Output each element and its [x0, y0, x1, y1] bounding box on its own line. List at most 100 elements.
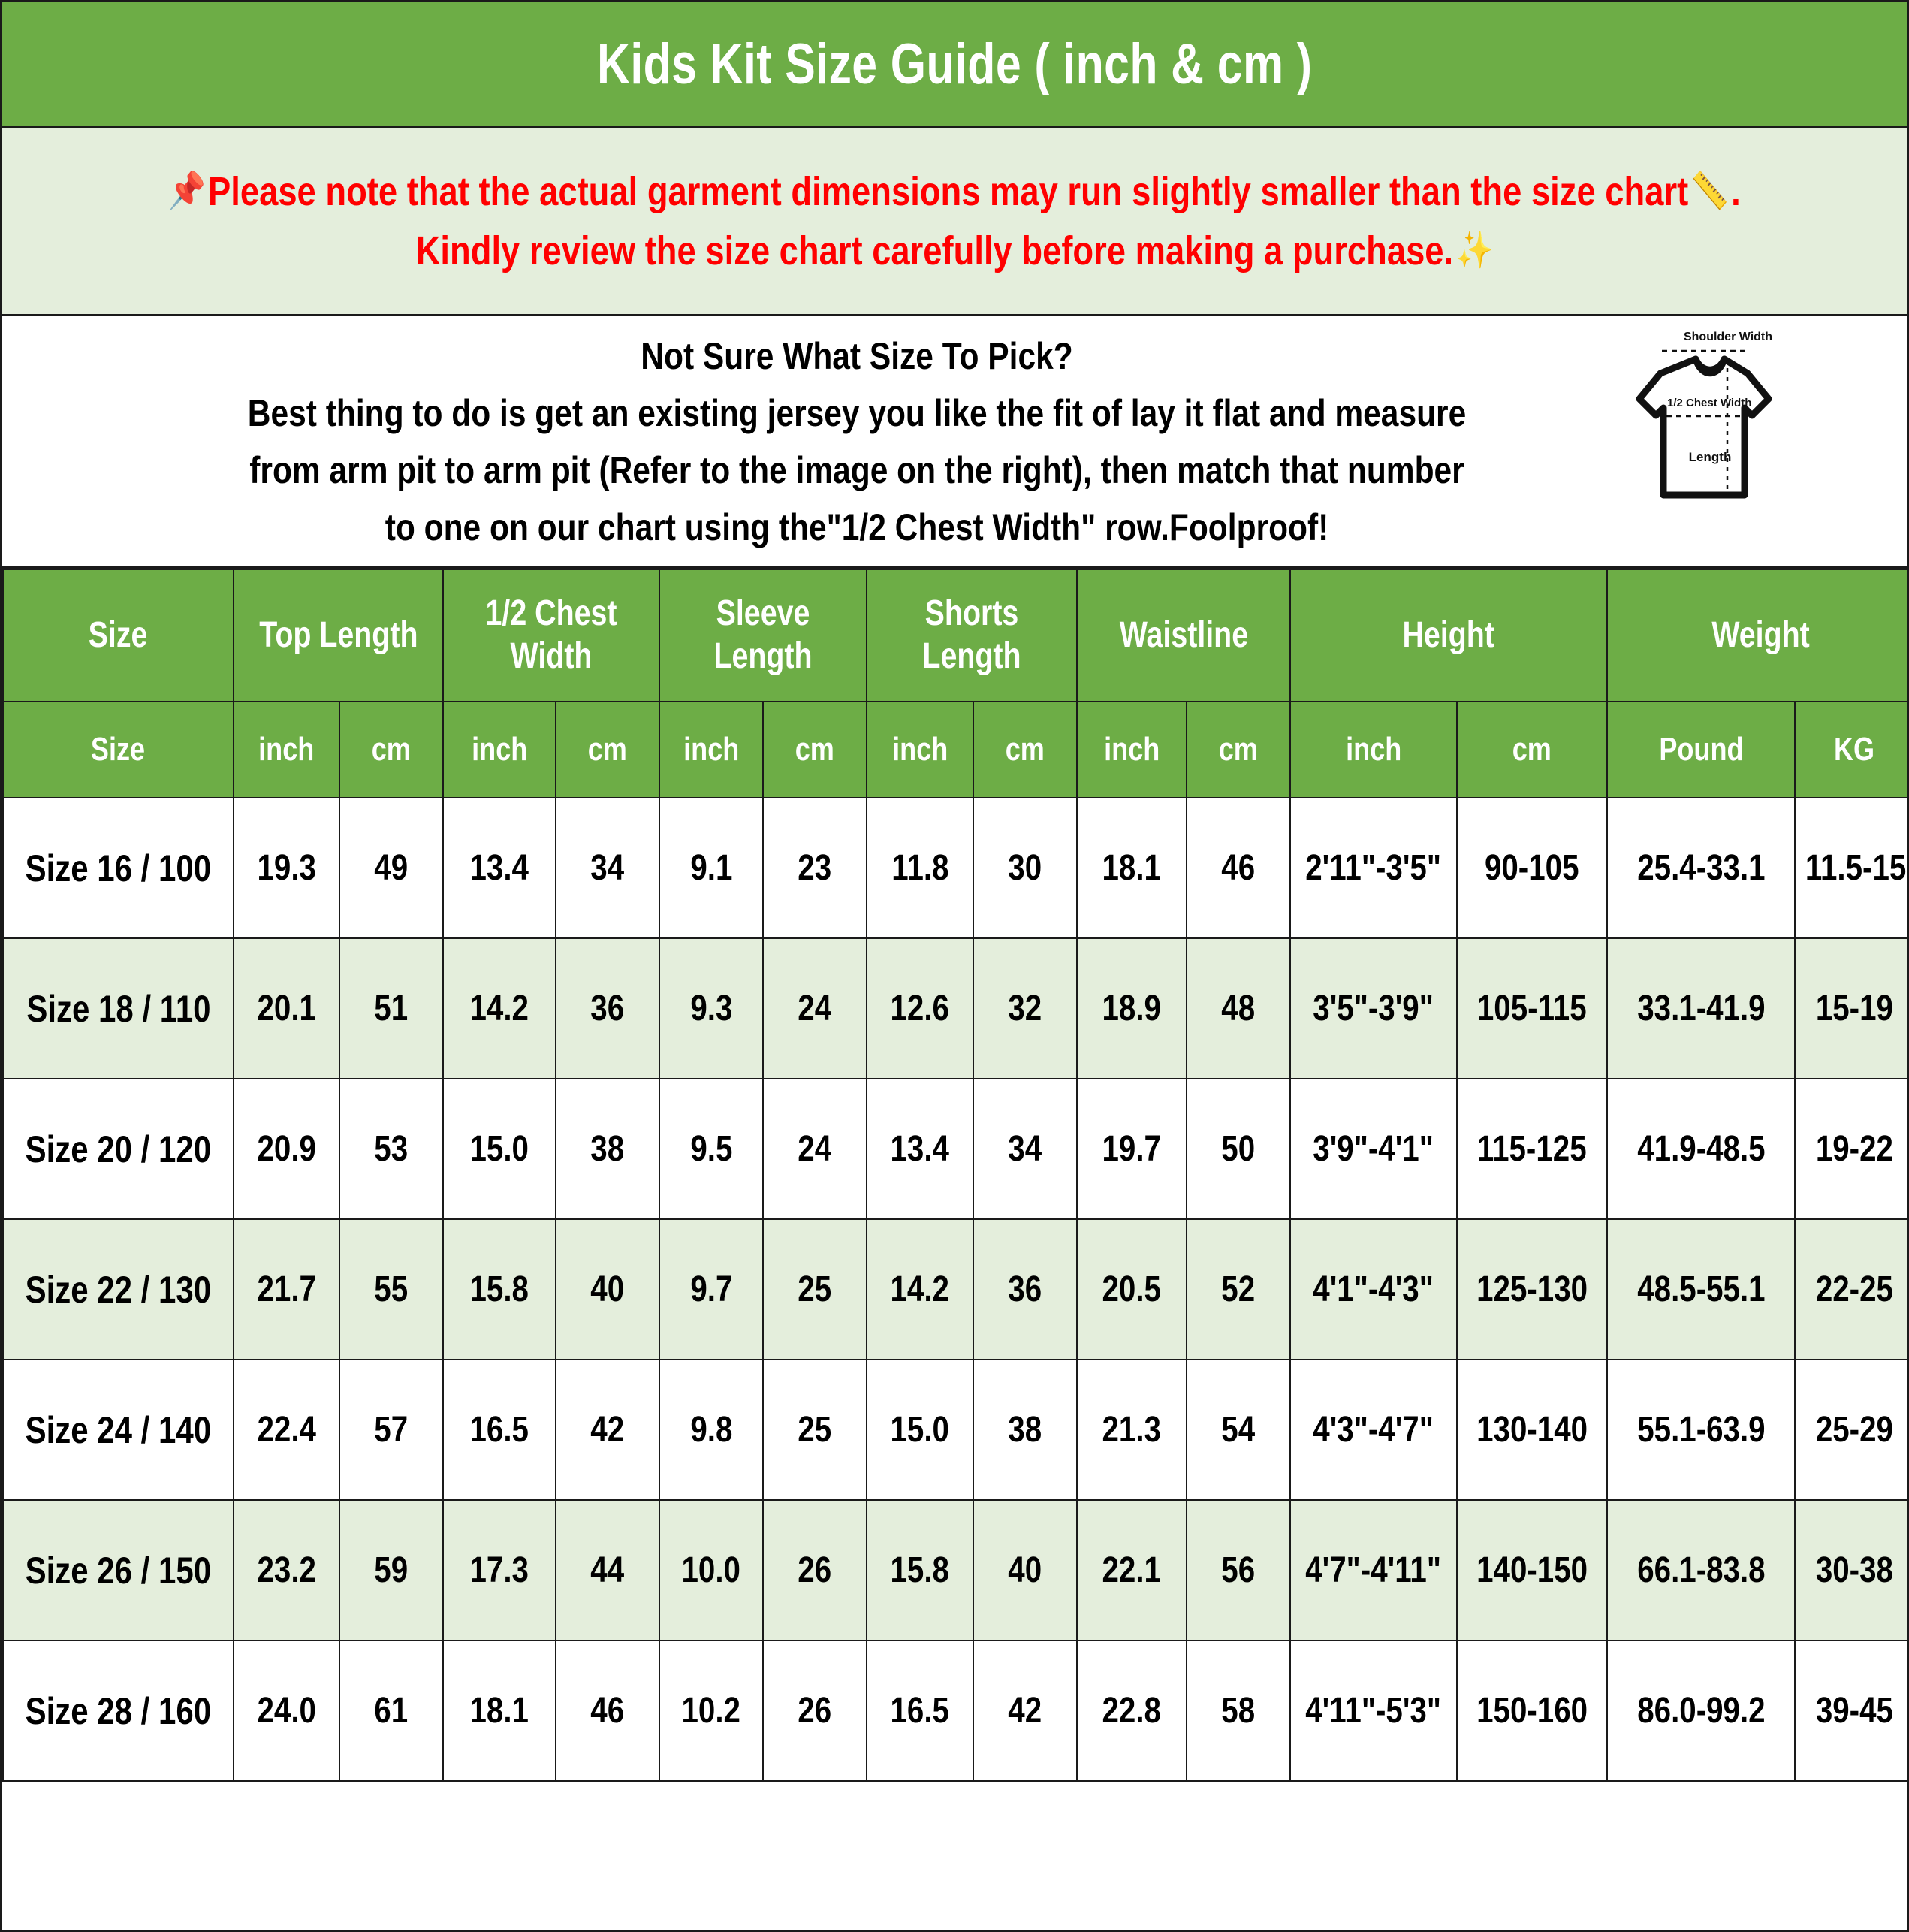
column-group-header-label: Height: [1402, 614, 1495, 655]
unit-header-label: Pound: [1658, 731, 1744, 768]
cell-value: 38: [590, 1129, 625, 1169]
cell-value: 61: [374, 1691, 409, 1731]
measurement-cell: 18.1: [1076, 797, 1188, 939]
measurement-cell: 53: [338, 1078, 445, 1220]
cell-value: 15.0: [469, 1129, 529, 1169]
cell-value: 22.4: [257, 1410, 316, 1450]
ruler-icon: 📏: [1690, 171, 1730, 212]
measurement-cell: 42: [973, 1640, 1078, 1782]
size-label-cell: Size 26 / 150: [2, 1499, 234, 1641]
cell-value: 16.5: [469, 1410, 529, 1450]
cell-value: 2'11"-3'5": [1305, 848, 1442, 888]
measurement-cell: 9.7: [659, 1218, 765, 1360]
size-label-cell: Size 22 / 130: [2, 1218, 234, 1360]
measurement-cell: 56: [1186, 1499, 1292, 1641]
cell-value: 19.3: [257, 848, 316, 888]
sparkles-icon: ✨: [1455, 230, 1494, 270]
cell-value: 25.4-33.1: [1636, 848, 1766, 888]
measurement-cell: 140-150: [1456, 1499, 1609, 1641]
measurement-cell: 36: [555, 937, 661, 1079]
cell-value: 21.7: [257, 1269, 316, 1309]
measurement-cell: 22.4: [233, 1359, 340, 1501]
cell-value: 20.9: [257, 1129, 316, 1169]
table-row: Size 16 / 100 19.3 49 13.4 34 9.1 23 11.8 30 18.1…: [2, 797, 1907, 939]
unit-header: inch: [442, 701, 557, 798]
unit-header: cm: [1186, 701, 1292, 798]
measurement-cell: 125-130: [1456, 1218, 1609, 1360]
cell-value: 46: [590, 1691, 625, 1731]
cell-value: 9.8: [689, 1410, 733, 1450]
measurement-cell: 48.5-55.1: [1606, 1218, 1796, 1360]
cell-value: 36: [590, 989, 625, 1028]
measurement-cell: 18.9: [1076, 937, 1188, 1079]
measurement-cell: 51: [338, 937, 445, 1079]
measurement-cell: 4'7"-4'11": [1289, 1499, 1458, 1641]
unit-header: cm: [338, 701, 445, 798]
measurement-cell: 32: [973, 937, 1078, 1079]
measurement-cell: 26: [762, 1499, 868, 1641]
measurement-cell: 59: [338, 1499, 445, 1641]
measurement-cell: 25: [762, 1359, 868, 1501]
measurement-cell: 61: [338, 1640, 445, 1782]
cell-value: 13.4: [890, 1129, 950, 1169]
unit-header-label: inch: [471, 731, 528, 768]
half-chest-width-label: 1/2 Chest Width: [1667, 397, 1751, 409]
measurement-cell: 4'1"-4'3": [1289, 1218, 1458, 1360]
cell-value: 90-105: [1485, 848, 1579, 888]
measurement-cell: 24: [762, 1078, 868, 1220]
cell-value: 38: [1008, 1410, 1042, 1450]
measurement-cell: 10.2: [659, 1640, 765, 1782]
column-group-header-label: Sleeve Length: [713, 593, 813, 676]
measurement-cell: 4'11"-5'3": [1289, 1640, 1458, 1782]
cell-value: 140-150: [1476, 1550, 1588, 1590]
measurement-cell: 9.1: [659, 797, 765, 939]
cell-value: 48: [1221, 989, 1256, 1028]
cell-value: 32: [1008, 989, 1042, 1028]
cell-value: 34: [590, 848, 625, 888]
measurement-cell: 66.1-83.8: [1606, 1499, 1796, 1641]
measurement-cell: 86.0-99.2: [1606, 1640, 1796, 1782]
measurement-cell: 57: [338, 1359, 445, 1501]
unit-header: cm: [1456, 701, 1609, 798]
unit-header: cm: [555, 701, 661, 798]
cell-value: 14.2: [890, 1269, 950, 1309]
measurement-cell: 20.9: [233, 1078, 340, 1220]
cell-value: 12.6: [890, 989, 950, 1028]
measurement-cell: 13.4: [442, 797, 557, 939]
measurement-cell: 55: [338, 1218, 445, 1360]
column-group-header-label: Shorts Length: [922, 593, 1021, 676]
measurement-cell: 4'3"-4'7": [1289, 1359, 1458, 1501]
column-group-header-label: Waistline: [1119, 614, 1248, 655]
cell-value: 51: [374, 989, 409, 1028]
measurement-cell: 52: [1186, 1218, 1292, 1360]
measurement-cell: 9.3: [659, 937, 765, 1079]
measurement-cell: 46: [555, 1640, 661, 1782]
measurement-cell: 39-45: [1794, 1640, 1907, 1782]
unit-header: inch: [659, 701, 765, 798]
cell-value: 23: [798, 848, 832, 888]
measurement-cell: 36: [973, 1218, 1078, 1360]
cell-value: 21.3: [1102, 1410, 1162, 1450]
cell-value: 4'1"-4'3": [1313, 1269, 1434, 1309]
cell-value: 22.1: [1102, 1550, 1162, 1590]
cell-value: 44: [590, 1550, 625, 1590]
column-group-header-label: Size: [89, 614, 148, 655]
measurement-cell: 19.3: [233, 797, 340, 939]
measurement-cell: 3'5"-3'9": [1289, 937, 1458, 1079]
cell-value: 10.0: [681, 1550, 741, 1590]
table-row: Size 24 / 140 22.4 57 16.5 42 9.8 25 15.0 38 21.3…: [2, 1359, 1907, 1501]
cell-value: 3'5"-3'9": [1313, 989, 1434, 1028]
measurement-cell: 14.2: [442, 937, 557, 1079]
cell-value: 46: [1221, 848, 1256, 888]
measurement-cell: 16.5: [442, 1359, 557, 1501]
measurement-cell: 54: [1186, 1359, 1292, 1501]
unit-header-label: inch: [683, 731, 740, 768]
unit-header: cm: [973, 701, 1078, 798]
measurement-cell: 14.2: [866, 1218, 975, 1360]
cell-value: 9.7: [689, 1269, 733, 1309]
table-row: Size 26 / 150 23.2 59 17.3 44 10.0 26 15.8 40 22.…: [2, 1499, 1907, 1641]
size-label-cell: Size 28 / 160: [2, 1640, 234, 1782]
cell-value: 86.0-99.2: [1636, 1691, 1766, 1731]
measurement-cell: 18.1: [442, 1640, 557, 1782]
notice-line-2: Kindly review the size chart carefully b…: [415, 222, 1493, 280]
